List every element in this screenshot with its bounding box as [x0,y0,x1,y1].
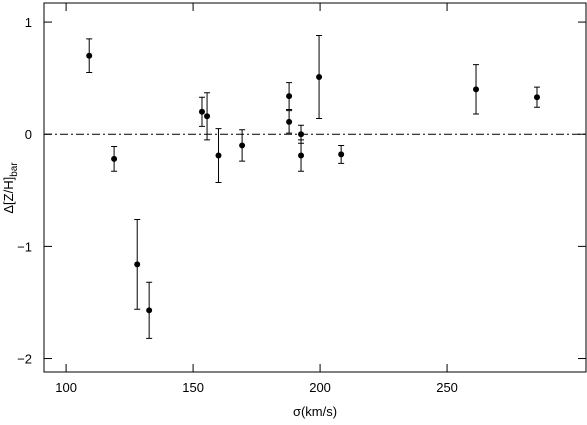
x-tick-label: 100 [55,380,77,395]
data-point [298,152,305,159]
data-point [298,131,305,138]
y-tick-label: −1 [17,239,32,254]
data-point [473,86,480,93]
data-point [134,261,141,268]
y-tick-label: 0 [25,127,32,142]
data-point [86,52,93,59]
data-point [198,108,205,115]
plot-frame [43,2,587,373]
y-tick-label: 1 [25,15,32,30]
y-axis-label-main: Δ[Z/H] [1,177,16,214]
x-tick-label: 250 [436,380,458,395]
y-axis-label-sub: bar [9,162,20,177]
x-tick-label: 150 [182,380,204,395]
data-point [338,151,345,158]
data-point [215,152,222,159]
data-point [316,74,323,81]
data-point [111,155,118,162]
data-point [533,94,540,101]
data-point [204,113,211,120]
x-axis-label: σ(km/s) [293,404,337,419]
y-axis-label: Δ[Z/H]bar [1,162,20,214]
data-point [286,118,293,125]
data-point [146,307,153,314]
y-tick-label: −2 [17,352,32,367]
data-point [239,142,246,149]
data-point [286,93,293,100]
x-tick-label: 200 [309,380,331,395]
